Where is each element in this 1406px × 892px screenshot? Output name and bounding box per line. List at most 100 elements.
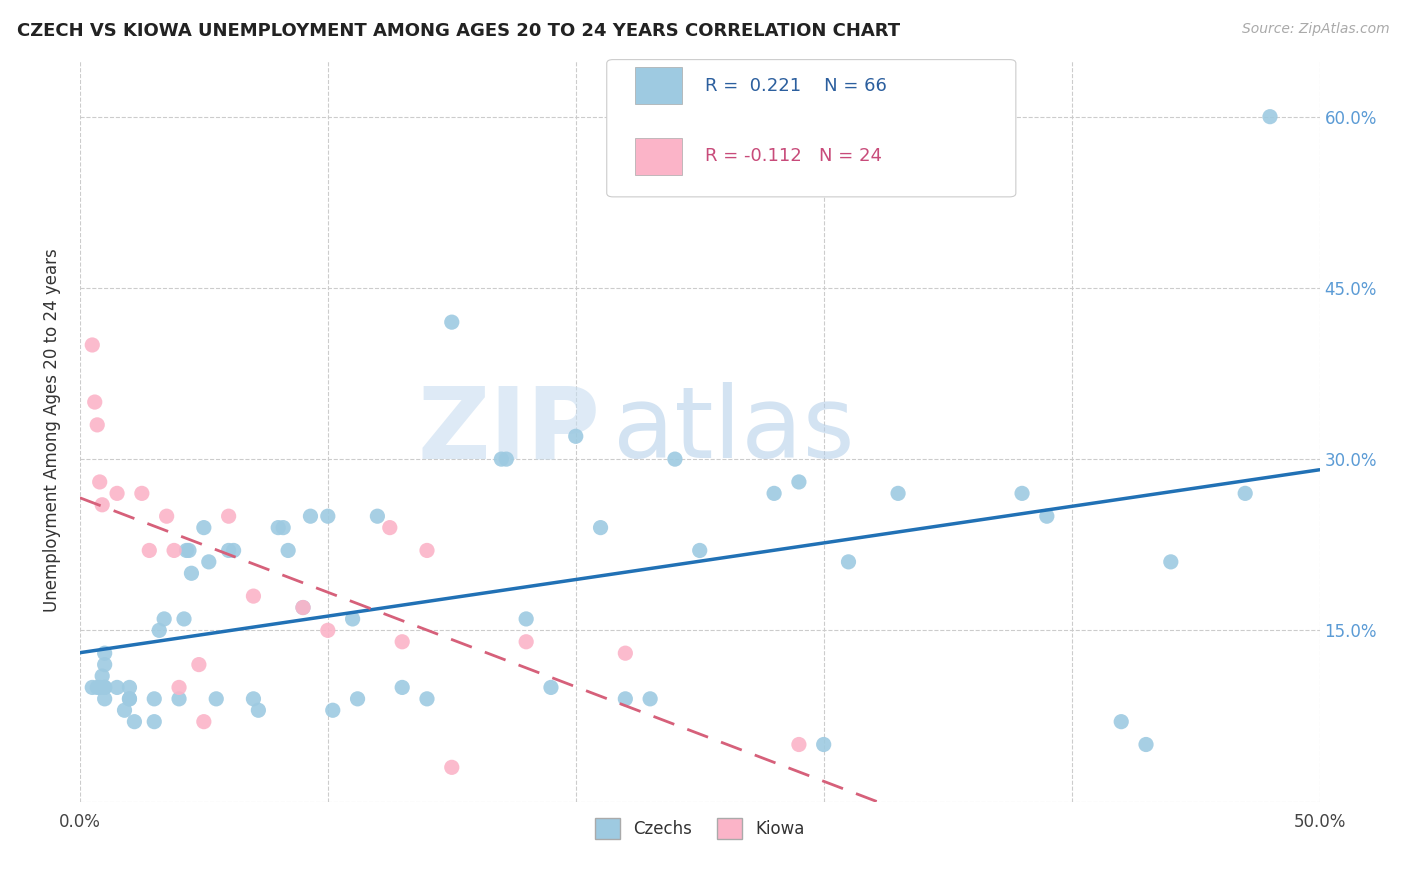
Point bbox=[93, 646, 115, 660]
Point bbox=[440, 760, 463, 774]
Point bbox=[813, 738, 835, 752]
Point bbox=[787, 475, 810, 489]
Point bbox=[118, 691, 141, 706]
FancyBboxPatch shape bbox=[607, 60, 1017, 197]
Y-axis label: Unemployment Among Ages 20 to 24 years: Unemployment Among Ages 20 to 24 years bbox=[44, 249, 60, 613]
Point bbox=[86, 681, 108, 695]
Text: atlas: atlas bbox=[613, 382, 855, 479]
Point bbox=[887, 486, 910, 500]
Text: ZIP: ZIP bbox=[418, 382, 600, 479]
Text: Source: ZipAtlas.com: Source: ZipAtlas.com bbox=[1241, 22, 1389, 37]
Point bbox=[148, 624, 170, 638]
Point bbox=[614, 646, 637, 660]
Point bbox=[1011, 486, 1033, 500]
Point bbox=[138, 543, 160, 558]
Point bbox=[277, 543, 299, 558]
Point bbox=[787, 738, 810, 752]
Point bbox=[167, 681, 190, 695]
Point bbox=[292, 600, 315, 615]
Point bbox=[299, 509, 322, 524]
Point bbox=[167, 691, 190, 706]
Text: R = -0.112   N = 24: R = -0.112 N = 24 bbox=[704, 147, 882, 165]
Point bbox=[416, 691, 439, 706]
Point bbox=[153, 612, 176, 626]
Point bbox=[322, 703, 344, 717]
Point bbox=[292, 600, 315, 615]
Point bbox=[515, 612, 537, 626]
Point bbox=[316, 509, 339, 524]
Point bbox=[118, 691, 141, 706]
Point bbox=[1258, 110, 1281, 124]
Point bbox=[589, 520, 612, 534]
Point bbox=[614, 691, 637, 706]
Point bbox=[131, 486, 153, 500]
Point bbox=[837, 555, 859, 569]
Point bbox=[342, 612, 364, 626]
Point bbox=[242, 589, 264, 603]
Point bbox=[218, 543, 240, 558]
Point bbox=[143, 714, 166, 729]
Point bbox=[82, 681, 104, 695]
Point bbox=[89, 681, 111, 695]
Point bbox=[198, 555, 221, 569]
Point bbox=[163, 543, 186, 558]
Point bbox=[173, 612, 195, 626]
Point bbox=[1135, 738, 1157, 752]
Point bbox=[218, 509, 240, 524]
Point bbox=[391, 681, 413, 695]
Point bbox=[540, 681, 562, 695]
Point bbox=[82, 338, 104, 352]
FancyBboxPatch shape bbox=[636, 68, 682, 104]
Point bbox=[193, 714, 215, 729]
Point bbox=[93, 681, 115, 695]
Point bbox=[346, 691, 368, 706]
Point bbox=[93, 681, 115, 695]
Point bbox=[564, 429, 586, 443]
Point bbox=[267, 520, 290, 534]
Point bbox=[193, 520, 215, 534]
Point bbox=[378, 520, 401, 534]
Point bbox=[515, 634, 537, 648]
Point bbox=[416, 543, 439, 558]
Point bbox=[205, 691, 228, 706]
Point bbox=[222, 543, 245, 558]
Point bbox=[177, 543, 200, 558]
Point bbox=[89, 475, 111, 489]
Point bbox=[114, 703, 136, 717]
Point bbox=[91, 669, 114, 683]
Point bbox=[91, 498, 114, 512]
Point bbox=[491, 452, 513, 467]
Point bbox=[86, 417, 108, 432]
Point bbox=[118, 681, 141, 695]
Legend: Czechs, Kiowa: Czechs, Kiowa bbox=[588, 812, 811, 846]
Point bbox=[366, 509, 388, 524]
Point bbox=[440, 315, 463, 329]
Point bbox=[1036, 509, 1059, 524]
Point bbox=[664, 452, 686, 467]
Point bbox=[83, 395, 105, 409]
Point bbox=[1234, 486, 1257, 500]
Point bbox=[93, 691, 115, 706]
Point bbox=[124, 714, 146, 729]
Text: CZECH VS KIOWA UNEMPLOYMENT AMONG AGES 20 TO 24 YEARS CORRELATION CHART: CZECH VS KIOWA UNEMPLOYMENT AMONG AGES 2… bbox=[17, 22, 900, 40]
Point bbox=[763, 486, 786, 500]
Point bbox=[105, 486, 128, 500]
Point bbox=[638, 691, 661, 706]
Point bbox=[1109, 714, 1132, 729]
Text: R =  0.221    N = 66: R = 0.221 N = 66 bbox=[704, 77, 887, 95]
Point bbox=[180, 566, 202, 581]
Point bbox=[176, 543, 198, 558]
Point bbox=[187, 657, 209, 672]
FancyBboxPatch shape bbox=[636, 138, 682, 175]
Point bbox=[93, 657, 115, 672]
Point bbox=[242, 691, 264, 706]
Point bbox=[105, 681, 128, 695]
Point bbox=[271, 520, 294, 534]
Point bbox=[391, 634, 413, 648]
Point bbox=[495, 452, 517, 467]
Point bbox=[247, 703, 270, 717]
Point bbox=[143, 691, 166, 706]
Point bbox=[689, 543, 711, 558]
Point bbox=[1160, 555, 1182, 569]
Point bbox=[156, 509, 179, 524]
